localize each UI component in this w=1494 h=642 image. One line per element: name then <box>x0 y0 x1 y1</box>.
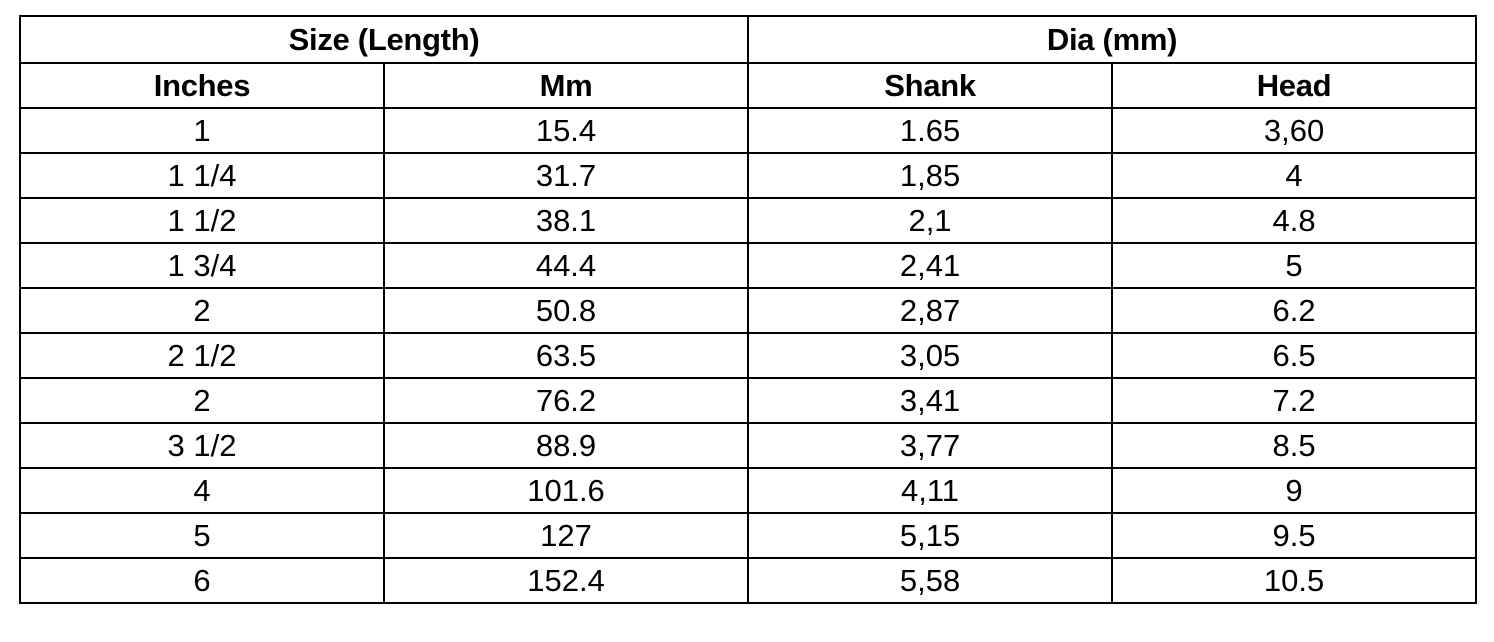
mm-cell: 38.1 <box>382 197 750 244</box>
inches-cell: 3 1/2 <box>19 422 385 469</box>
table-row: 1 1/2 38.1 2,1 4.8 <box>19 197 1478 244</box>
head-cell: 5 <box>1111 242 1478 289</box>
table-row: 2 50.8 2,87 6.2 <box>19 287 1478 334</box>
inches-cell: 1 1/4 <box>19 152 385 199</box>
nail-size-table: Size (Length) Dia (mm) Inches Mm Shank H… <box>18 15 1478 604</box>
mm-column-header: Mm <box>382 62 750 109</box>
inches-cell: 4 <box>19 467 385 514</box>
shank-cell: 3,77 <box>747 422 1114 469</box>
head-cell: 9.5 <box>1111 512 1478 559</box>
mm-cell: 152.4 <box>382 557 750 604</box>
dia-mm-group-header: Dia (mm) <box>747 15 1478 64</box>
inches-cell: 1 3/4 <box>19 242 385 289</box>
table-row: 2 76.2 3,41 7.2 <box>19 377 1478 424</box>
inches-cell: 2 <box>19 377 385 424</box>
shank-cell: 3,05 <box>747 332 1114 379</box>
shank-cell: 1,85 <box>747 152 1114 199</box>
table-row: 5 127 5,15 9.5 <box>19 512 1478 559</box>
shank-cell: 1.65 <box>747 107 1114 154</box>
shank-cell: 3,41 <box>747 377 1114 424</box>
inches-column-header: Inches <box>19 62 385 109</box>
head-cell: 10.5 <box>1111 557 1478 604</box>
mm-cell: 101.6 <box>382 467 750 514</box>
table-row: 3 1/2 88.9 3,77 8.5 <box>19 422 1478 469</box>
shank-cell: 4,11 <box>747 467 1114 514</box>
mm-cell: 63.5 <box>382 332 750 379</box>
head-cell: 6.5 <box>1111 332 1478 379</box>
mm-cell: 15.4 <box>382 107 750 154</box>
shank-cell: 2,87 <box>747 287 1114 334</box>
head-cell: 6.2 <box>1111 287 1478 334</box>
head-cell: 3,60 <box>1111 107 1478 154</box>
mm-cell: 127 <box>382 512 750 559</box>
table-row: 1 3/4 44.4 2,41 5 <box>19 242 1478 289</box>
inches-cell: 2 <box>19 287 385 334</box>
column-header-row: Inches Mm Shank Head <box>19 62 1478 109</box>
group-header-row: Size (Length) Dia (mm) <box>18 15 1478 64</box>
mm-cell: 50.8 <box>382 287 750 334</box>
mm-cell: 76.2 <box>382 377 750 424</box>
inches-cell: 1 1/2 <box>19 197 385 244</box>
inches-cell: 6 <box>19 557 385 604</box>
shank-cell: 5,15 <box>747 512 1114 559</box>
head-cell: 4 <box>1111 152 1478 199</box>
shank-cell: 2,1 <box>747 197 1114 244</box>
table-row: 2 1/2 63.5 3,05 6.5 <box>19 332 1478 379</box>
head-cell: 9 <box>1111 467 1478 514</box>
inches-cell: 2 1/2 <box>19 332 385 379</box>
table-row: 6 152.4 5,58 10.5 <box>19 557 1478 604</box>
size-length-group-header: Size (Length) <box>18 15 750 64</box>
inches-cell: 1 <box>19 107 385 154</box>
shank-cell: 5,58 <box>747 557 1114 604</box>
table-row: 4 101.6 4,11 9 <box>19 467 1478 514</box>
table-row: 1 1/4 31.7 1,85 4 <box>19 152 1478 199</box>
mm-cell: 31.7 <box>382 152 750 199</box>
shank-cell: 2,41 <box>747 242 1114 289</box>
table-row: 1 15.4 1.65 3,60 <box>19 107 1478 154</box>
inches-cell: 5 <box>19 512 385 559</box>
head-cell: 8.5 <box>1111 422 1478 469</box>
mm-cell: 88.9 <box>382 422 750 469</box>
nail-size-table-container: Size (Length) Dia (mm) Inches Mm Shank H… <box>18 15 1478 604</box>
head-column-header: Head <box>1111 62 1478 109</box>
table-body: 1 15.4 1.65 3,60 1 1/4 31.7 1,85 4 1 1/2 38.1 2,1 4… <box>19 107 1478 604</box>
mm-cell: 44.4 <box>382 242 750 289</box>
shank-column-header: Shank <box>747 62 1114 109</box>
head-cell: 7.2 <box>1111 377 1478 424</box>
head-cell: 4.8 <box>1111 197 1478 244</box>
